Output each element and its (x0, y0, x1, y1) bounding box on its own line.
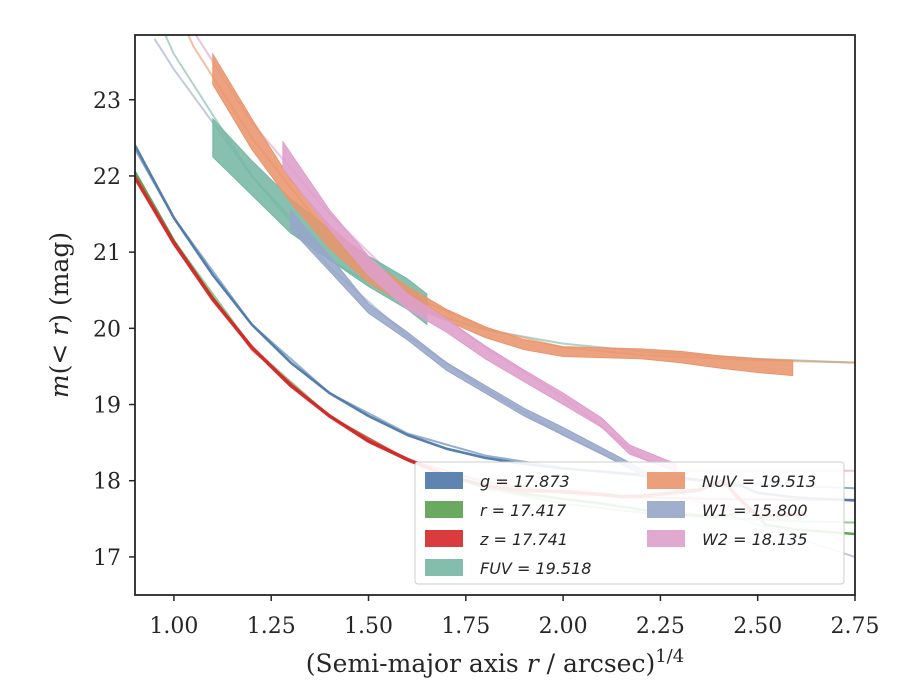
legend-frame (414, 461, 845, 585)
legend-label-4: NUV = 19.513 (702, 472, 816, 491)
x-tick-label-2: 1.50 (344, 614, 393, 639)
plot-frame (134, 34, 856, 596)
legend-swatch-1 (425, 501, 463, 518)
y-tick-label-3: 20 (93, 317, 121, 342)
y-tick-label-5: 22 (93, 165, 121, 190)
legend-swatch-5 (647, 501, 685, 518)
legend-label-5: W1 = 15.800 (702, 501, 808, 520)
x-tick-label-3: 1.75 (441, 614, 490, 639)
y-tick-label-6: 23 (93, 89, 121, 114)
legend-label-1: r = 17.417 (480, 501, 567, 520)
model-curve-0 (135, 148, 855, 490)
x-tick-label-7: 2.75 (831, 614, 880, 639)
legend: g = 17.873 r = 17.417 z = 17.741 FUV = 19.5… (414, 461, 845, 585)
legend-label-3: FUV = 19.518 (480, 559, 591, 578)
x-tick-label-1: 1.25 (247, 614, 296, 639)
y-tick-label-4: 21 (93, 241, 121, 266)
legend-label-0: g = 17.873 (480, 472, 570, 491)
y-axis-title: m(< r) (mag) (45, 232, 74, 398)
legend-label-6: W2 = 18.135 (702, 530, 808, 549)
legend-swatch-6 (647, 530, 685, 547)
legend-swatch-3 (425, 559, 463, 576)
x-axis-title: (Semi-major axis r / arcsec)1/4 (306, 646, 684, 678)
legend-swatch-0 (425, 472, 463, 489)
legend-swatch-4 (647, 472, 685, 489)
y-tick-label-1: 18 (93, 470, 121, 495)
legend-label-2: z = 17.741 (479, 530, 568, 549)
x-tick-label-0: 1.00 (149, 614, 198, 639)
x-tick-label-6: 2.50 (733, 614, 782, 639)
x-tick-label-5: 2.25 (636, 614, 685, 639)
x-tick-label-4: 2.00 (539, 614, 588, 639)
series-line-0 (135, 144, 855, 502)
model-curve-6 (194, 35, 855, 472)
y-tick-label-0: 17 (93, 546, 121, 571)
y-tick-label-2: 19 (93, 394, 121, 419)
legend-swatch-2 (425, 530, 463, 547)
